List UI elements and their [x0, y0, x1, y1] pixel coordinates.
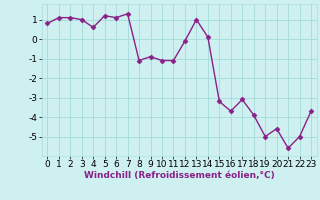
X-axis label: Windchill (Refroidissement éolien,°C): Windchill (Refroidissement éolien,°C) — [84, 171, 275, 180]
